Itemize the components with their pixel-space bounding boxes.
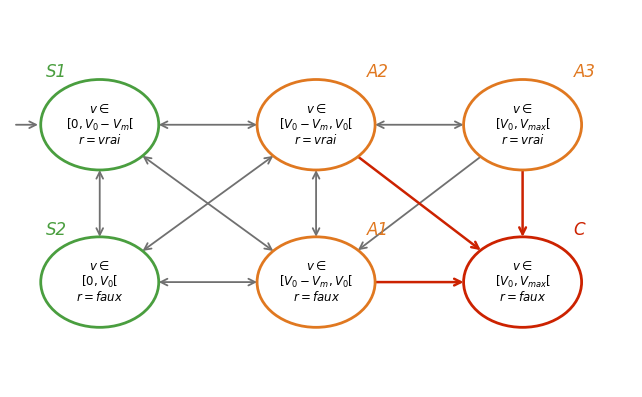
Text: $r = faux$: $r = faux$ xyxy=(293,290,340,304)
Text: $v \in$: $v \in$ xyxy=(512,103,533,116)
Text: $[V_0 - V_m, V_0[$: $[V_0 - V_m, V_0[$ xyxy=(279,117,353,133)
Text: $v \in$: $v \in$ xyxy=(306,103,326,116)
Ellipse shape xyxy=(257,237,375,328)
Text: $r = vrai$: $r = vrai$ xyxy=(501,133,544,147)
Ellipse shape xyxy=(40,79,159,170)
Text: A3: A3 xyxy=(574,64,596,81)
Text: A1: A1 xyxy=(367,221,389,239)
Text: $v \in$: $v \in$ xyxy=(89,260,110,274)
Ellipse shape xyxy=(464,79,582,170)
Text: $v \in$: $v \in$ xyxy=(89,103,110,116)
Ellipse shape xyxy=(257,79,375,170)
Text: S2: S2 xyxy=(46,221,67,239)
Text: $[V_0, V_{max}[$: $[V_0, V_{max}[$ xyxy=(494,117,551,133)
Text: $r = faux$: $r = faux$ xyxy=(499,290,546,304)
Text: $v \in$: $v \in$ xyxy=(512,260,533,274)
Text: $r = vrai$: $r = vrai$ xyxy=(78,133,121,147)
Text: $r = vrai$: $r = vrai$ xyxy=(295,133,338,147)
Ellipse shape xyxy=(464,237,582,328)
Text: $[V_0, V_{max}[$: $[V_0, V_{max}[$ xyxy=(494,274,551,290)
Ellipse shape xyxy=(40,237,159,328)
Text: C: C xyxy=(574,221,586,239)
Text: $[0, V_0 - V_m[$: $[0, V_0 - V_m[$ xyxy=(65,117,134,133)
Text: A2: A2 xyxy=(367,64,389,81)
Text: $[V_0 - V_m, V_0[$: $[V_0 - V_m, V_0[$ xyxy=(279,274,353,290)
Text: $v \in$: $v \in$ xyxy=(306,260,326,274)
Text: S1: S1 xyxy=(46,64,67,81)
Text: $r = faux$: $r = faux$ xyxy=(76,290,123,304)
Text: $[0, V_0[$: $[0, V_0[$ xyxy=(81,274,118,290)
